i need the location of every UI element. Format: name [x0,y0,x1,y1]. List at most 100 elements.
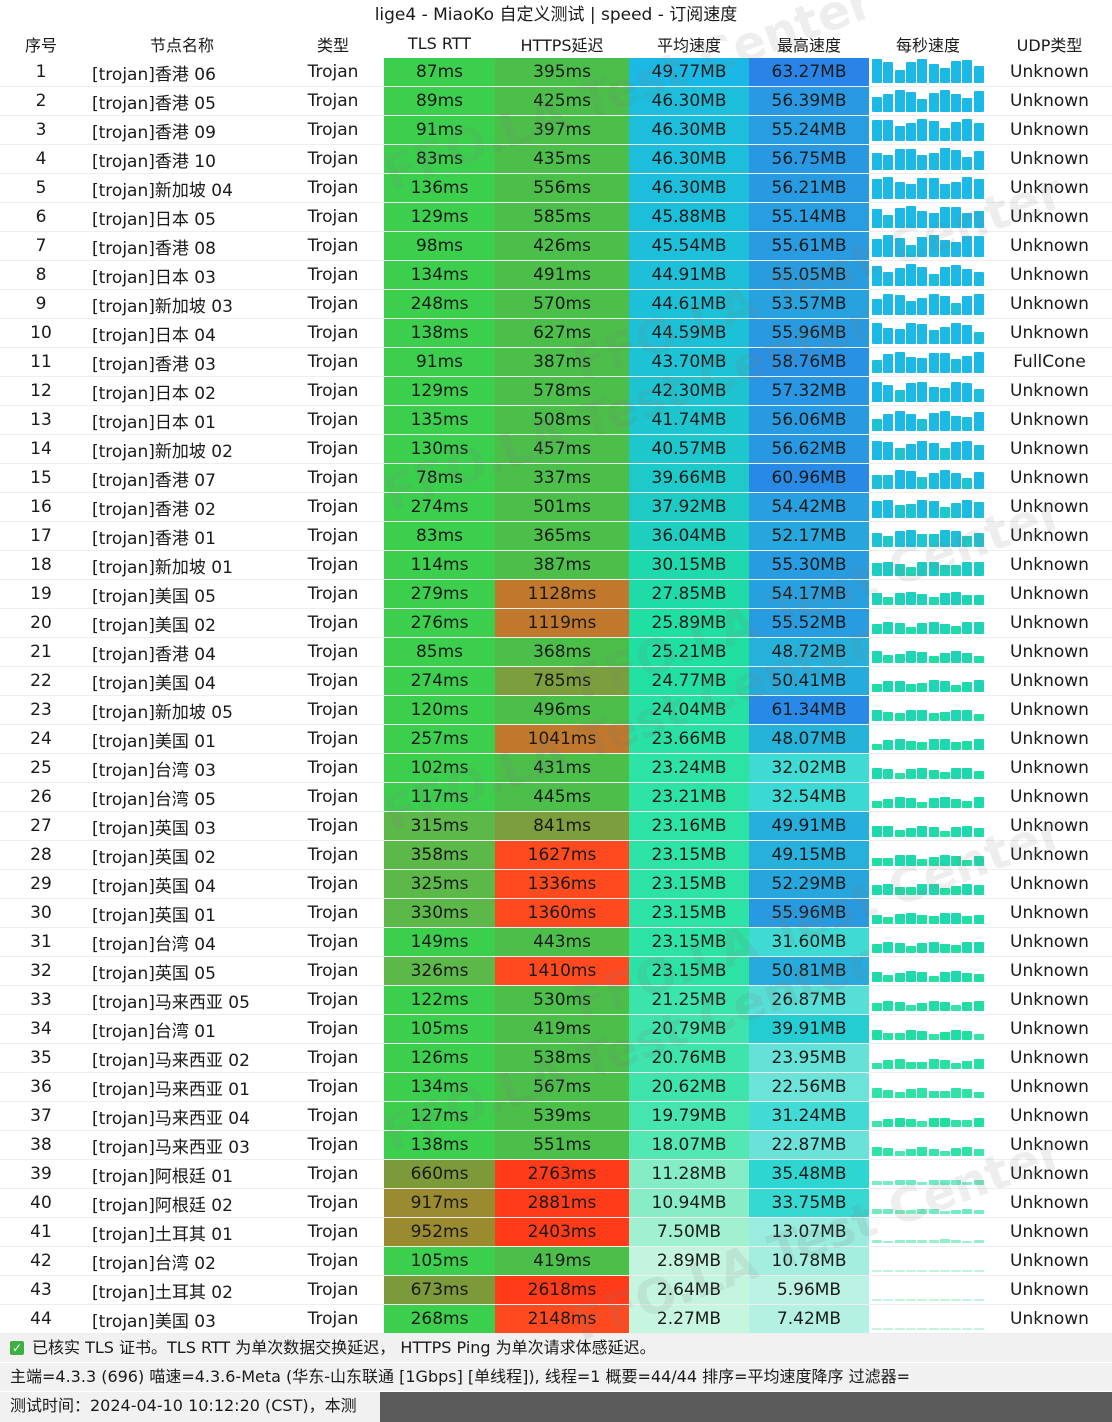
speed-sample-bar [917,825,928,837]
node-name-cell: [trojan]台湾 03 [92,760,216,781]
column-header-type[interactable]: 类型 [316,35,349,55]
table-row[interactable]: 37 [trojan]马来西亚 04 Trojan 127ms 539ms 19.79MB… [0,1102,1112,1131]
node-name-cell: [trojan]香港 07 [92,470,216,491]
speed-sample-bar [872,943,882,953]
node-type-cell: Trojan [307,323,359,343]
table-row[interactable]: 7 [trojan]香港 08 Trojan 98ms 426ms 45.54MB 55.6… [0,232,1112,261]
table-row[interactable]: 29 [trojan]英国 04 Trojan 325ms 1336ms 23.15MB 5… [0,870,1112,899]
max-speed-cell: 55.61MB [749,232,869,260]
table-row[interactable]: 39 [trojan]阿根廷 01 Trojan 660ms 2763ms 11.28MB… [0,1160,1112,1189]
table-row[interactable]: 8 [trojan]日本 03 Trojan 134ms 491ms 44.91MB 55.… [0,261,1112,290]
table-row[interactable]: 27 [trojan]英国 03 Trojan 315ms 841ms 23.16MB 49… [0,812,1112,841]
table-row[interactable]: 40 [trojan]阿根廷 02 Trojan 917ms 2881ms 10.94MB… [0,1189,1112,1218]
table-row[interactable]: 13 [trojan]日本 01 Trojan 135ms 508ms 41.74MB 56… [0,406,1112,435]
column-header-max-speed[interactable]: 最高速度 [776,35,841,55]
speed-sample-bar [894,268,905,286]
speed-sample-bar [962,382,973,402]
table-row[interactable]: 21 [trojan]香港 04 Trojan 85ms 368ms 25.21MB 48.… [0,638,1112,667]
table-row[interactable]: 9 [trojan]新加坡 03 Trojan 248ms 570ms 44.61MB 53… [0,290,1112,319]
table-row[interactable]: 31 [trojan]台湾 04 Trojan 149ms 443ms 23.15MB 31… [0,928,1112,957]
table-row[interactable]: 41 [trojan]土耳其 01 Trojan 952ms 2403ms 7.50MB 1… [0,1218,1112,1247]
table-row[interactable]: 44 [trojan]美国 03 Trojan 268ms 2148ms 2.27MB 7.… [0,1305,1112,1334]
row-index-cell: 9 [35,294,47,314]
table-row[interactable]: 34 [trojan]台湾 01 Trojan 105ms 419ms 20.79MB 39… [0,1015,1112,1044]
table-row[interactable]: 38 [trojan]马来西亚 03 Trojan 138ms 551ms 18.07MB… [0,1131,1112,1160]
table-row[interactable]: 25 [trojan]台湾 03 Trojan 102ms 431ms 23.24MB 32… [0,754,1112,783]
table-row[interactable]: 28 [trojan]英国 02 Trojan 358ms 1627ms 23.15MB 4… [0,841,1112,870]
table-row[interactable]: 11 [trojan]香港 03 Trojan 91ms 387ms 43.70MB 58.… [0,348,1112,377]
column-header-avg-speed[interactable]: 平均速度 [656,35,721,55]
speed-sample-bar [905,828,916,837]
speed-sample-bar [917,418,928,431]
row-index-cell: 44 [30,1309,52,1329]
speed-sample-bar [962,916,973,924]
avg-speed-cell: 24.77MB [629,667,749,695]
table-row[interactable]: 15 [trojan]香港 07 Trojan 78ms 337ms 39.66MB 60.… [0,464,1112,493]
column-header-index[interactable]: 序号 [24,35,57,55]
column-header-tls-rtt[interactable]: TLS RTT [407,34,472,53]
max-speed-cell: 13.07MB [749,1218,869,1246]
speed-sample-bar [973,738,984,750]
column-header-udp-type[interactable]: UDP类型 [1016,35,1083,55]
tls-rtt-cell: 102ms [384,754,496,782]
table-row[interactable]: 3 [trojan]香港 09 Trojan 91ms 397ms 46.30MB 55.2… [0,116,1112,145]
column-header-https-latency[interactable]: HTTPS延迟 [520,35,604,55]
table-row[interactable]: 12 [trojan]日本 02 Trojan 129ms 578ms 42.30MB 57… [0,377,1112,406]
speed-sample-bar [872,884,882,895]
table-row[interactable]: 1 [trojan]香港 06 Trojan 87ms 395ms 49.77MB 63.2… [0,58,1112,87]
table-row[interactable]: 19 [trojan]美国 05 Trojan 279ms 1128ms 27.85MB 5… [0,580,1112,609]
table-row[interactable]: 26 [trojan]台湾 05 Trojan 117ms 445ms 23.21MB 32… [0,783,1112,812]
tls-rtt-cell: 276ms [384,609,496,637]
speed-sample-bar [939,1179,950,1185]
node-name-cell: [trojan]英国 04 [92,876,216,897]
speed-sample-bar [962,741,973,750]
node-type-cell: Trojan [307,816,359,836]
speed-sample-bar [872,238,882,257]
table-row[interactable]: 20 [trojan]美国 02 Trojan 276ms 1119ms 25.89MB 5… [0,609,1112,638]
column-header-node-name[interactable]: 节点名称 [149,35,214,55]
table-row[interactable]: 36 [trojan]马来西亚 01 Trojan 134ms 567ms 20.62MB… [0,1073,1112,1102]
table-row[interactable]: 16 [trojan]香港 02 Trojan 274ms 501ms 37.92MB 54… [0,493,1112,522]
node-type-cell: Trojan [307,845,359,865]
https-latency-cell: 2403ms [495,1218,629,1246]
speed-sample-bar [928,1240,939,1243]
avg-speed-cell: 7.50MB [629,1218,749,1246]
table-row[interactable]: 17 [trojan]香港 01 Trojan 83ms 365ms 36.04MB 52.… [0,522,1112,551]
table-row[interactable]: 22 [trojan]美国 04 Trojan 274ms 785ms 24.77MB 50… [0,667,1112,696]
table-row[interactable]: 6 [trojan]日本 05 Trojan 129ms 585ms 45.88MB 55.… [0,203,1112,232]
table-row[interactable]: 32 [trojan]英国 05 Trojan 326ms 1410ms 23.15MB 5… [0,957,1112,986]
speed-sample-bar [872,1209,882,1214]
speed-sample-bar [905,626,916,634]
row-index-cell: 30 [30,903,52,923]
speed-sample-bar [951,442,962,460]
speed-sample-bar [939,623,950,634]
speed-sample-bar [951,827,962,837]
table-row[interactable]: 10 [trojan]日本 04 Trojan 138ms 627ms 44.59MB 55… [0,319,1112,348]
speed-sample-bar [962,800,973,808]
speed-sample-bar [894,328,905,344]
table-row[interactable]: 4 [trojan]香港 10 Trojan 83ms 435ms 46.30MB 56.7… [0,145,1112,174]
speed-sample-bar [872,1328,882,1330]
speed-sample-bar [894,148,905,170]
column-header-per-second-speed[interactable]: 每秒速度 [895,35,960,55]
table-row[interactable]: 30 [trojan]英国 01 Trojan 330ms 1360ms 23.15MB 5… [0,899,1112,928]
speed-sample-bar [939,1150,950,1156]
table-row[interactable]: 24 [trojan]美国 01 Trojan 257ms 1041ms 23.66MB 4… [0,725,1112,754]
table-row[interactable]: 23 [trojan]新加坡 05 Trojan 120ms 496ms 24.04MB 6… [0,696,1112,725]
tls-rtt-cell: 122ms [384,986,496,1014]
table-row[interactable]: 2 [trojan]香港 05 Trojan 89ms 425ms 46.30MB 56.3… [0,87,1112,116]
table-row[interactable]: 43 [trojan]土耳其 02 Trojan 673ms 2618ms 2.64MB 5… [0,1276,1112,1305]
udp-type-cell: Unknown [1010,1135,1089,1155]
per-second-speed-sparkline [869,986,987,1014]
speed-sample-bar [928,534,939,547]
table-row[interactable]: 33 [trojan]马来西亚 05 Trojan 122ms 530ms 21.25MB… [0,986,1112,1015]
speed-sample-bar [872,178,882,199]
speed-sample-bar [905,946,916,953]
table-row[interactable]: 14 [trojan]新加坡 02 Trojan 130ms 457ms 40.57MB 5… [0,435,1112,464]
table-row[interactable]: 42 [trojan]台湾 02 Trojan 105ms 419ms 2.89MB 10.… [0,1247,1112,1276]
table-row[interactable]: 18 [trojan]新加坡 01 Trojan 114ms 387ms 30.15MB 5… [0,551,1112,580]
speed-sample-bar [872,709,882,721]
table-row[interactable]: 5 [trojan]新加坡 04 Trojan 136ms 556ms 46.30MB 56… [0,174,1112,203]
table-row[interactable]: 35 [trojan]马来西亚 02 Trojan 126ms 538ms 20.76MB… [0,1044,1112,1073]
speed-sample-bar [973,1059,984,1069]
